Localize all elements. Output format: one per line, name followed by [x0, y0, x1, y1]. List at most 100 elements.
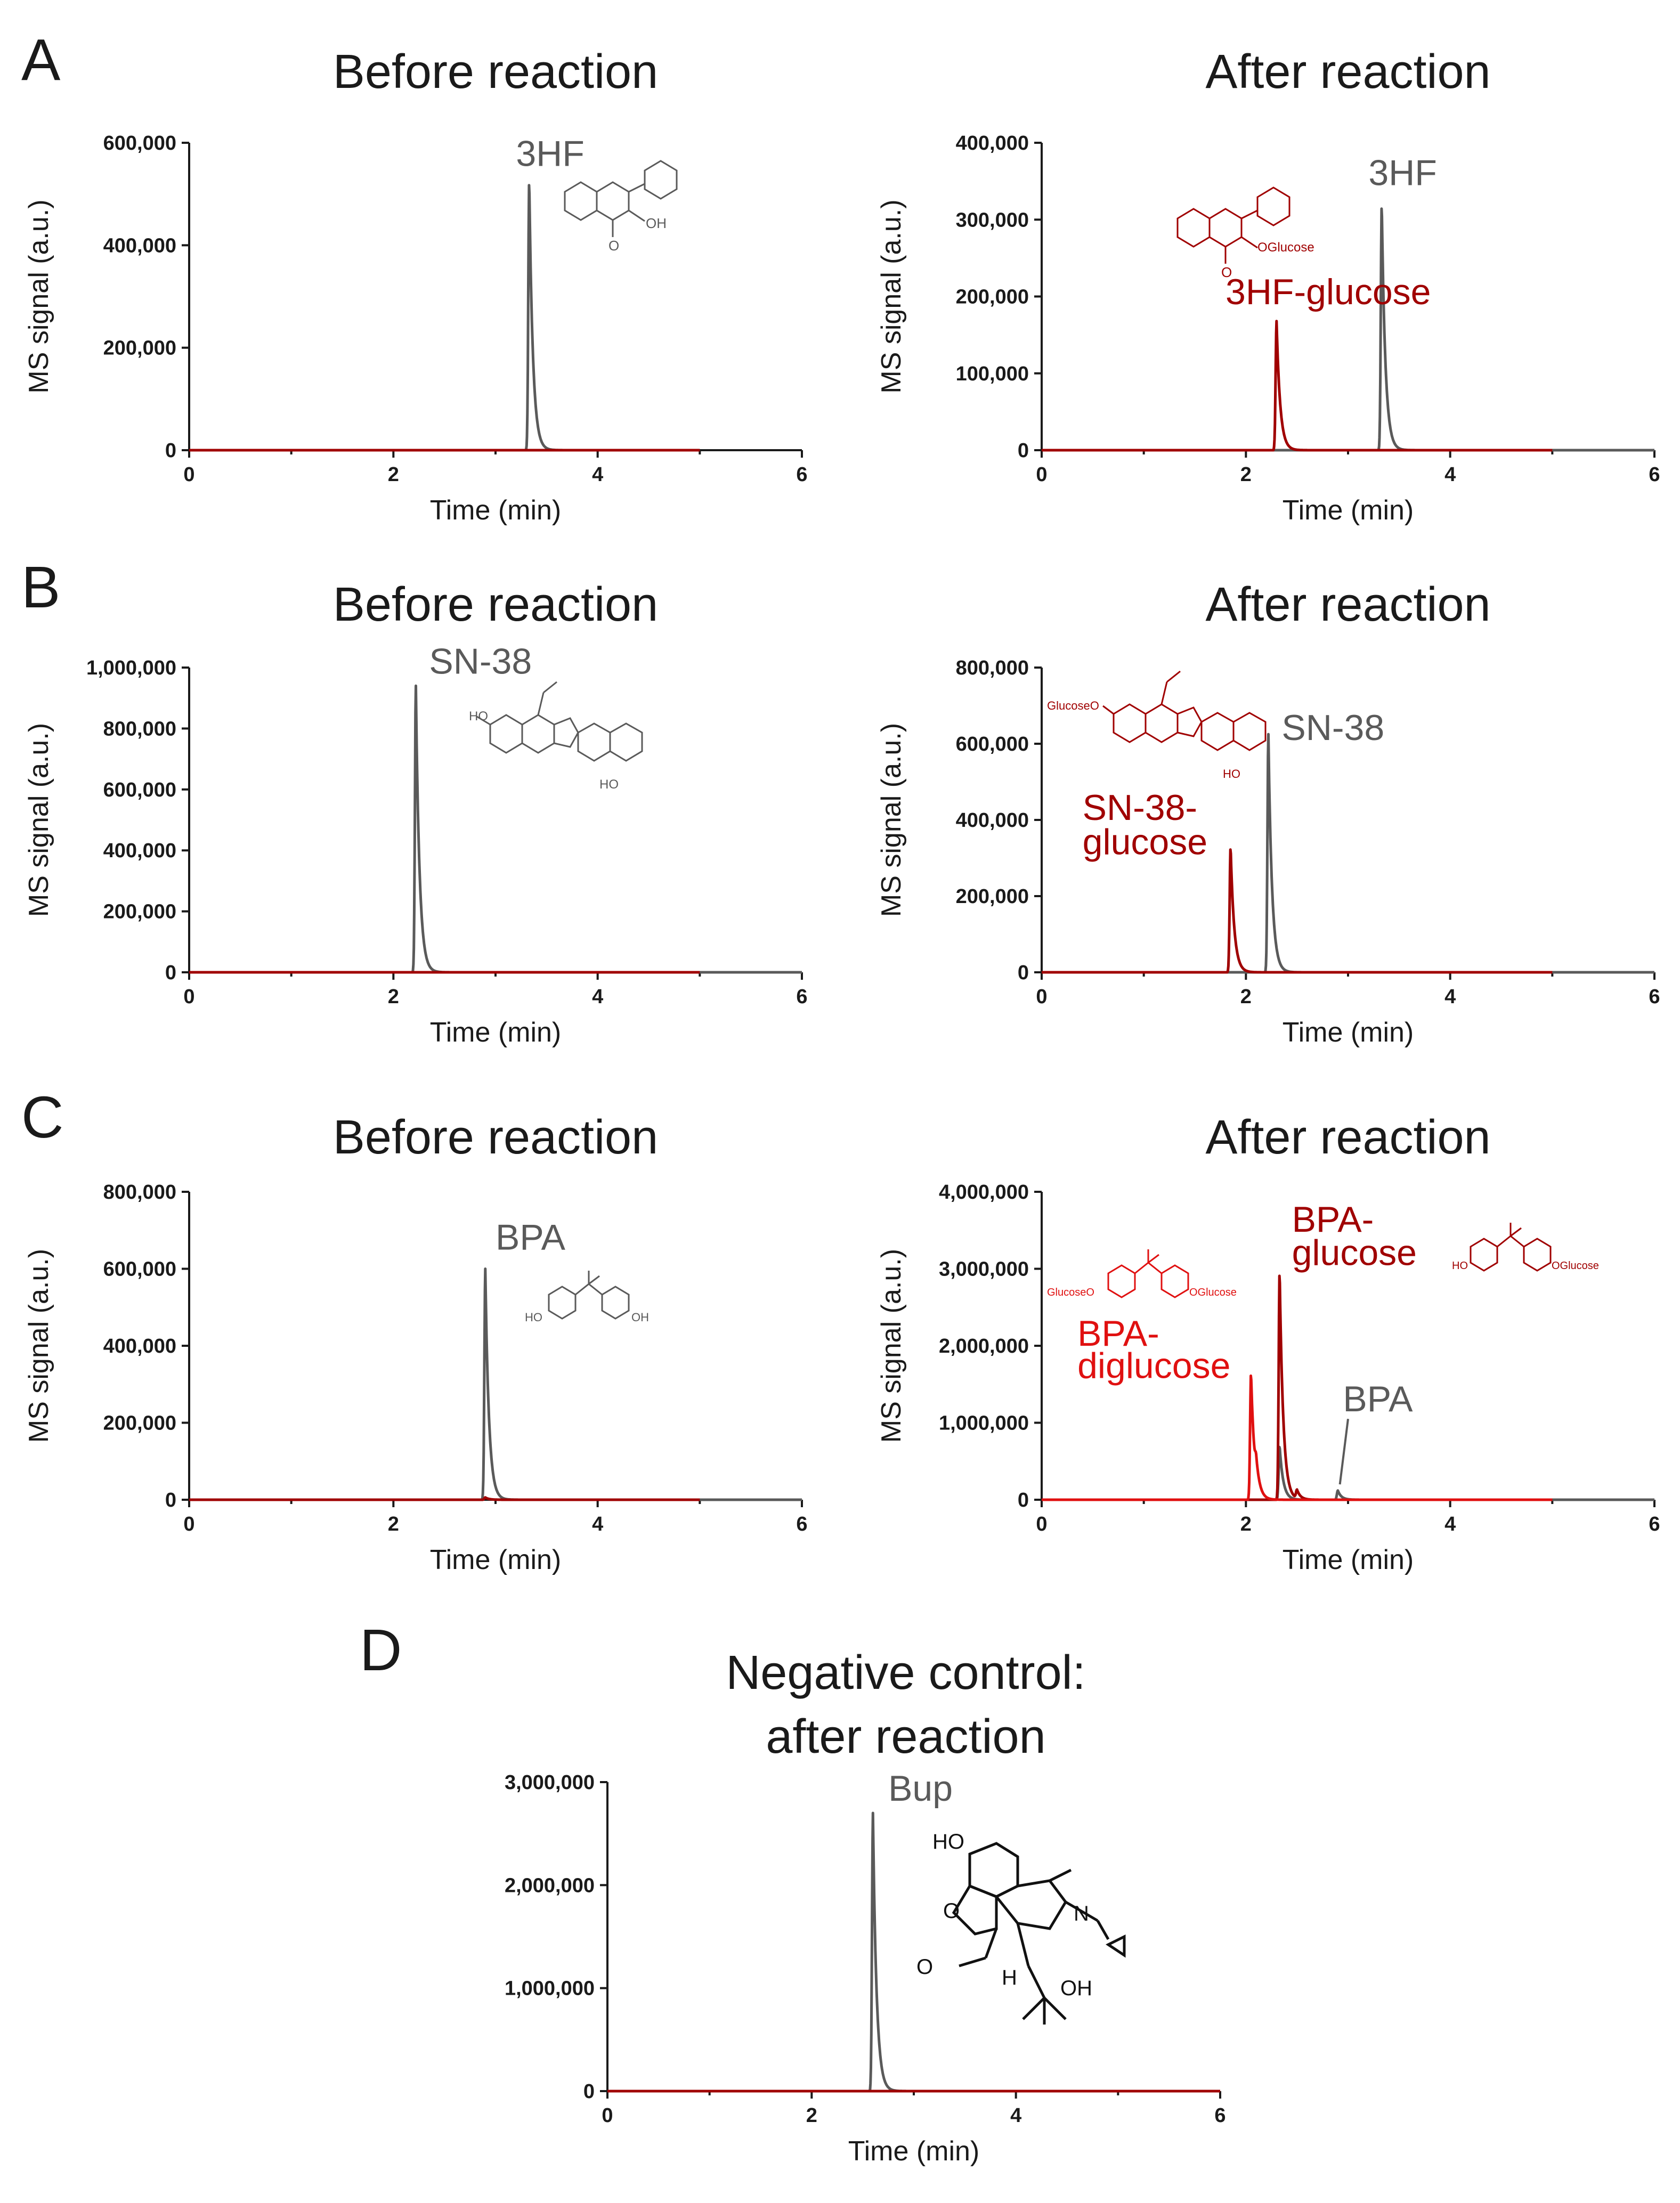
x-tick-label: 2 [1240, 1513, 1252, 1535]
chart-3: After reaction 0 2 4 6 0 200,000 400,000 600,000… [876, 578, 1660, 1048]
y-tick-label: 0 [165, 440, 176, 462]
y-tick-label: 200,000 [103, 1412, 176, 1435]
y-tick-label: 300,000 [956, 209, 1029, 231]
chart-title: After reaction [1205, 1111, 1490, 1164]
y-tick-label: 600,000 [103, 132, 176, 155]
y-tick-label: 0 [165, 1489, 176, 1511]
x-tick-label: 6 [1649, 1513, 1660, 1535]
chart-title-line2: after reaction [766, 1710, 1045, 1763]
svg-text:O: O [943, 1899, 960, 1923]
x-tick-label: 6 [1649, 464, 1660, 486]
series-line-darkred [1041, 320, 1554, 452]
y-tick-label: 200,000 [956, 885, 1029, 908]
y-axis-title: MS signal (a.u.) [23, 199, 54, 393]
svg-text:O: O [1221, 264, 1232, 280]
chart-6: Negative control: after reaction 0 2 4 6 0 1,00… [505, 1646, 1226, 2167]
svg-text:HO: HO [469, 709, 488, 724]
x-axis-title: Time (min) [1283, 495, 1414, 526]
y-axis-title: MS signal (a.u.) [23, 1249, 54, 1443]
x-axis-title: Time (min) [430, 495, 562, 526]
x-tick-label: 6 [1214, 2104, 1225, 2127]
x-tick-label: 0 [183, 464, 194, 486]
x-tick-label: 6 [796, 1513, 807, 1535]
x-tick-label: 2 [388, 1513, 399, 1535]
peak-label: BPA [496, 1217, 566, 1257]
svg-text:OH: OH [1060, 1977, 1092, 2000]
chart-5: After reaction 0 2 4 6 0 1,000,000 2,000,000 3,0… [876, 1111, 1660, 1575]
peak-label: SN-38 [429, 641, 532, 681]
y-tick-label: 200,000 [103, 337, 176, 360]
structure-label: GlucoseO [1047, 1287, 1094, 1298]
structure-label: OGlucose [1552, 1260, 1599, 1272]
svg-text:HO: HO [525, 1311, 542, 1324]
bpa-structure: HO OH [525, 1271, 649, 1324]
y-tick-label: 100,000 [956, 363, 1029, 385]
chart-title: After reaction [1205, 578, 1490, 631]
x-axis-title: Time (min) [1283, 1017, 1414, 1048]
peak-label: glucose [1083, 822, 1207, 862]
chart-title: After reaction [1205, 45, 1490, 99]
chart-title: Before reaction [333, 45, 658, 99]
x-tick-label: 0 [1036, 986, 1047, 1008]
x-tick-label: 0 [183, 986, 194, 1008]
svg-text:OH: OH [646, 215, 667, 231]
y-tick-label: 4,000,000 [939, 1181, 1029, 1204]
x-tick-label: 0 [183, 1513, 194, 1535]
peak-label: BPA- [1077, 1313, 1159, 1354]
series-line-gray [1041, 207, 1655, 452]
y-axis-title: MS signal (a.u.) [876, 723, 907, 917]
bpa-pointer-line [1338, 1419, 1349, 1485]
chart-title: Before reaction [333, 578, 658, 631]
peak-label: 3HF [516, 133, 584, 174]
y-tick-label: 600,000 [103, 1258, 176, 1281]
y-tick-label: 0 [1018, 962, 1029, 984]
series-line-gray [606, 1811, 1221, 2093]
x-tick-label: 4 [1444, 986, 1456, 1008]
svg-text:O: O [916, 1955, 933, 1979]
y-tick-label: 200,000 [956, 286, 1029, 308]
x-tick-label: 4 [1444, 464, 1456, 486]
y-axis-title: MS signal (a.u.) [876, 1249, 907, 1443]
y-tick-label: 0 [165, 962, 176, 984]
x-tick-label: 2 [388, 986, 399, 1008]
y-tick-label: 3,000,000 [939, 1258, 1029, 1281]
peak-label: SN-38 [1281, 708, 1384, 748]
series-line-darkred [188, 1496, 701, 1501]
y-tick-label: 1,000,000 [505, 1978, 595, 2000]
y-tick-label: 0 [583, 2080, 595, 2103]
x-axis-title: Time (min) [848, 2136, 980, 2167]
series-line-gray [1041, 1445, 1655, 1501]
panel-letter-D: D [360, 1617, 402, 1683]
chart-4: Before reaction 0 2 4 6 0 200,000 400,000 600,00… [23, 1111, 808, 1575]
x-axis-title: Time (min) [430, 1017, 562, 1048]
y-tick-label: 800,000 [956, 657, 1029, 679]
x-tick-label: 4 [592, 464, 603, 486]
y-tick-label: 600,000 [103, 779, 176, 801]
structure-label: GlucoseO [1047, 699, 1099, 712]
y-tick-label: 400,000 [956, 809, 1029, 832]
x-tick-label: 6 [796, 464, 807, 486]
series-line-darkred [1041, 848, 1554, 974]
x-tick-label: 2 [1240, 986, 1252, 1008]
svg-text:HO: HO [1223, 767, 1240, 781]
y-tick-label: 0 [1018, 1489, 1029, 1511]
peak-label: 3HF [1368, 152, 1436, 193]
x-axis-title: Time (min) [1283, 1544, 1414, 1575]
bpa-diglucose-structure: GlucoseO OGlucose [1047, 1249, 1237, 1298]
3hf-glucose-structure: O OGlucose [1176, 186, 1314, 280]
structure-label: OGlucose [1189, 1287, 1237, 1298]
y-tick-label: 800,000 [103, 718, 176, 740]
y-tick-label: 200,000 [103, 901, 176, 923]
y-tick-label: 400,000 [103, 840, 176, 862]
series-line-gray [188, 684, 803, 974]
svg-text:N: N [1074, 1902, 1089, 1925]
svg-text:HO: HO [1452, 1260, 1468, 1272]
x-tick-label: 4 [592, 986, 603, 1008]
x-tick-label: 4 [592, 1513, 603, 1535]
y-tick-label: 400,000 [956, 132, 1029, 155]
y-tick-label: 400,000 [103, 1335, 176, 1357]
x-tick-label: 2 [1240, 464, 1252, 486]
svg-text:OH: OH [631, 1311, 649, 1324]
